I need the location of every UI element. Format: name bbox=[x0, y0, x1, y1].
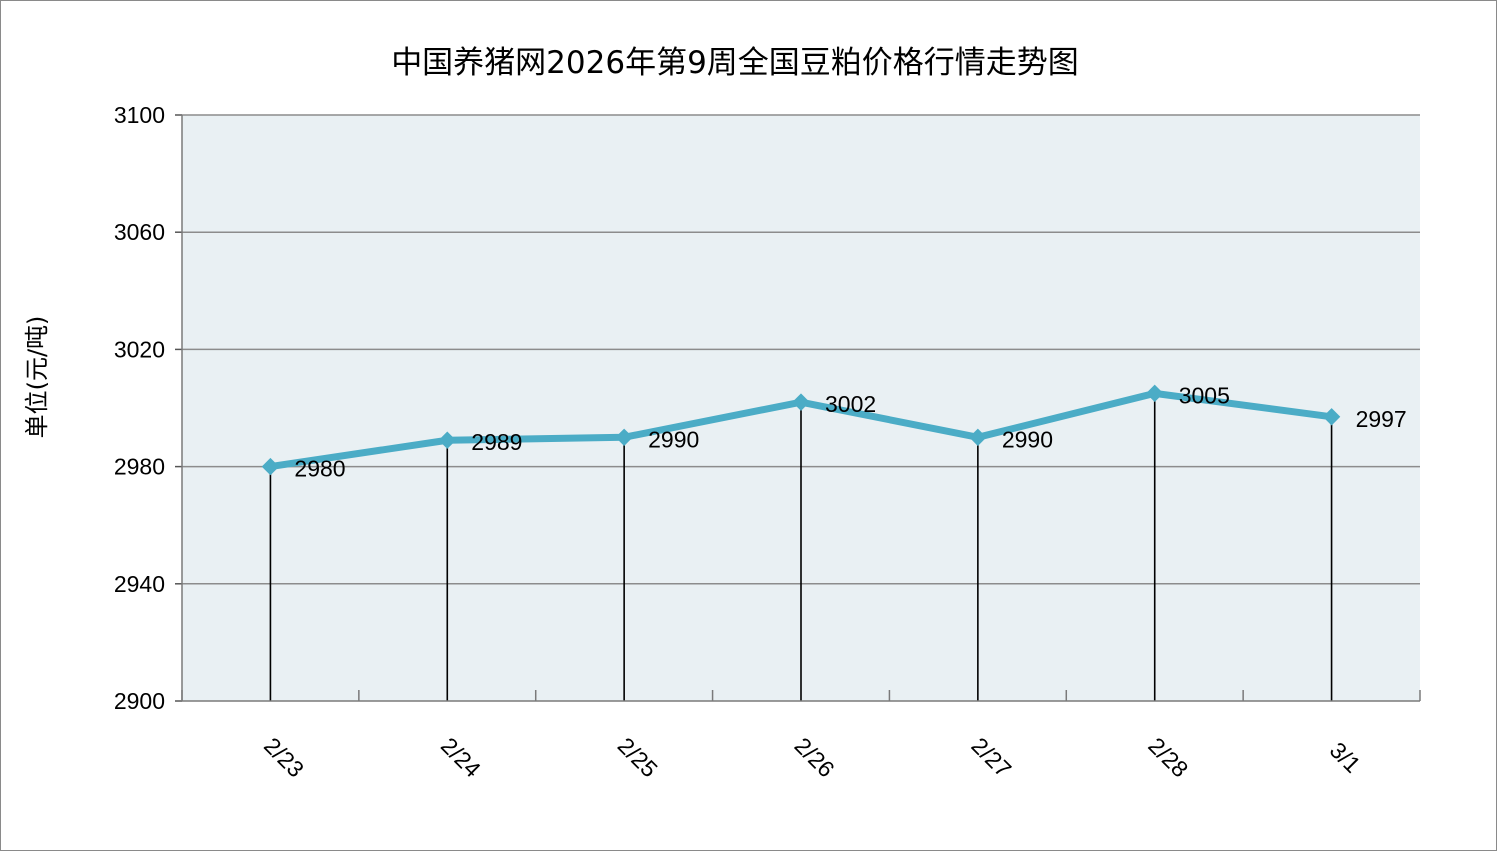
axes bbox=[181, 115, 1421, 702]
y-tick-label: 3020 bbox=[114, 336, 165, 362]
data-point bbox=[1322, 408, 1341, 426]
data-point bbox=[438, 431, 456, 449]
data-label: 2997 bbox=[1356, 406, 1407, 432]
x-tick-label: 2/28 bbox=[1143, 732, 1193, 782]
data-label: 3002 bbox=[825, 391, 876, 417]
x-tick-label: 2/23 bbox=[259, 732, 309, 782]
data-labels: 2980 2989 2990 3002 2990 3005 2997 bbox=[294, 382, 1406, 481]
data-label: 2980 bbox=[294, 456, 345, 482]
data-point bbox=[969, 428, 987, 447]
y-tick-label: 2900 bbox=[114, 688, 165, 714]
y-tick-label: 2980 bbox=[114, 454, 165, 480]
x-tick-label: 2/27 bbox=[966, 732, 1016, 782]
y-tick-label: 2940 bbox=[114, 571, 165, 597]
data-label: 2990 bbox=[1002, 426, 1053, 452]
data-label: 2989 bbox=[471, 429, 522, 455]
data-point bbox=[1146, 384, 1164, 403]
y-tick-labels: 2900 2940 2980 3020 3060 3100 bbox=[114, 102, 165, 714]
y-tick-label: 3100 bbox=[114, 102, 165, 128]
x-tick-labels: 2/23 2/24 2/25 2/26 2/27 2/28 3/1 bbox=[259, 732, 1366, 782]
x-tick-label: 2/25 bbox=[613, 732, 663, 782]
chart-title: 中国养猪网2026年第9周全国豆粕价格行情走势图 bbox=[391, 45, 1079, 81]
data-label: 3005 bbox=[1179, 382, 1230, 408]
series-markers bbox=[261, 384, 1341, 476]
y-axis-label: 单位(元/吨) bbox=[23, 316, 51, 439]
data-point bbox=[615, 428, 633, 447]
x-tick-label: 2/26 bbox=[790, 732, 840, 782]
data-label: 2990 bbox=[648, 426, 699, 452]
x-tick-label: 3/1 bbox=[1325, 737, 1366, 778]
x-tick-label: 2/24 bbox=[436, 732, 486, 782]
y-tick-label: 3060 bbox=[114, 219, 165, 245]
drop-lines bbox=[269, 393, 1333, 701]
data-point bbox=[792, 393, 810, 411]
data-point bbox=[261, 457, 280, 476]
